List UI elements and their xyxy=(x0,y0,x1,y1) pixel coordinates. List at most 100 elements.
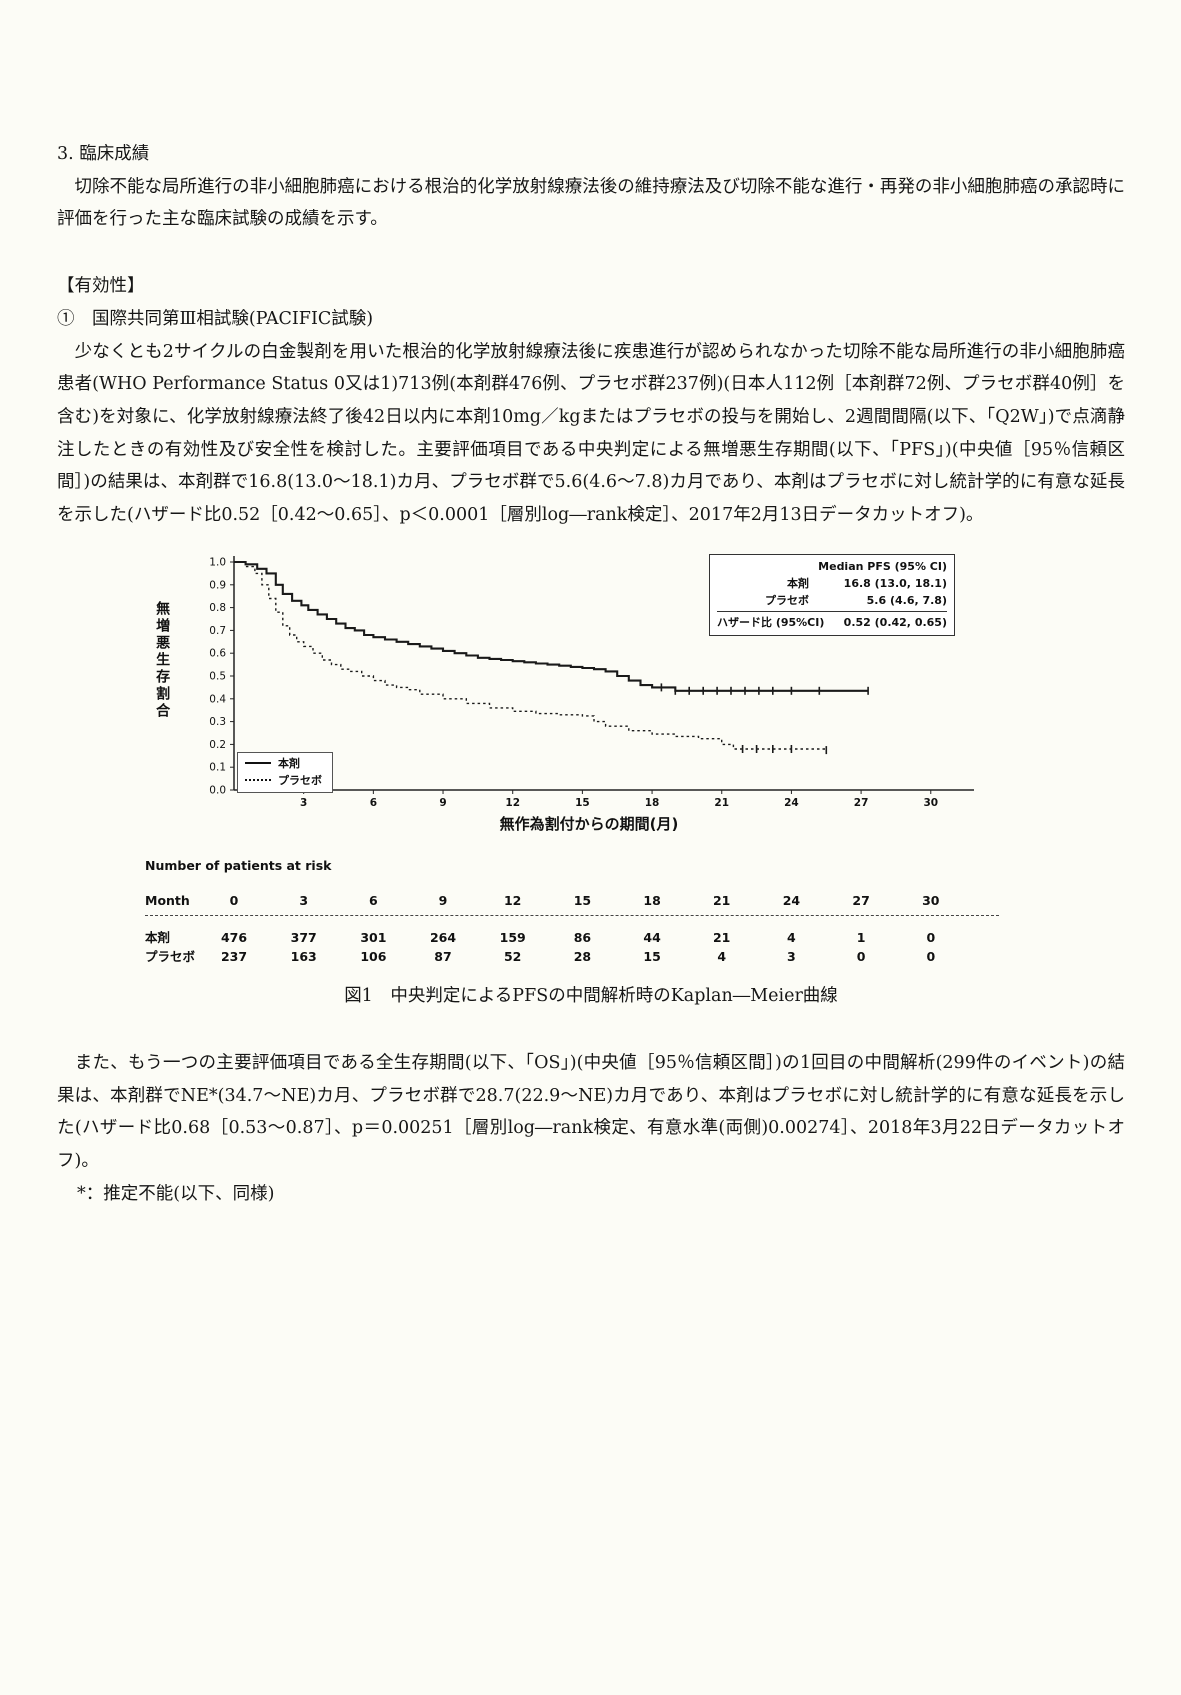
svg-text:12: 12 xyxy=(505,797,520,808)
legend: 本剤 プラセボ xyxy=(237,751,333,793)
y-axis-label-text: 無増悪生存割合 xyxy=(154,601,171,721)
svg-text:15: 15 xyxy=(575,797,590,808)
legend-item-placebo: プラセボ xyxy=(245,772,322,789)
risk-month-value: 24 xyxy=(782,893,801,909)
risk-count: 1 xyxy=(856,930,866,946)
figure-caption: 図1 中央判定によるPFSの中間解析時のKaplan―Meier曲線 xyxy=(344,986,838,1007)
risk-count: 21 xyxy=(712,930,731,946)
y-axis-label: 無増悪生存割合 xyxy=(145,550,179,808)
risk-month-value: 27 xyxy=(852,893,870,909)
svg-text:21: 21 xyxy=(714,797,729,808)
svg-text:0.9: 0.9 xyxy=(209,579,226,591)
risk-separator xyxy=(145,915,999,917)
median-pfs-stats-box: Median PFS (95% CI) 本剤 16.8 (13.0, 18.1)… xyxy=(709,553,955,637)
section-heading: 3. 臨床成績 xyxy=(57,144,150,164)
chart-row: 無増悪生存割合 0.0 0.1 0.2 0.3 0.4 0.5 0.6 0.7 0.8 0.9 1.… xyxy=(145,550,999,808)
plot-container: 0.0 0.1 0.2 0.3 0.4 0.5 0.6 0.7 0.8 0.9 1.0 3 6 9 12 15… xyxy=(179,550,999,808)
vertical-gap xyxy=(57,236,1125,270)
risk-count: 4 xyxy=(717,949,727,965)
risk-count: 106 xyxy=(360,949,387,965)
solid-line-sample-icon xyxy=(245,762,271,765)
risk-month-value: 0 xyxy=(229,893,239,909)
stats-header: Median PFS (95% CI) xyxy=(818,559,947,573)
risk-count: 237 xyxy=(220,949,248,965)
svg-text:0.7: 0.7 xyxy=(209,625,226,637)
x-axis-title: 無作為割付からの期間(月) xyxy=(499,814,679,833)
svg-text:18: 18 xyxy=(645,797,660,808)
svg-text:27: 27 xyxy=(854,797,869,808)
svg-text:0.2: 0.2 xyxy=(209,739,226,751)
trial-heading: ① 国際共同第Ⅲ相試験(PACIFIC試験) xyxy=(57,308,374,329)
svg-text:1.0: 1.0 xyxy=(209,556,226,568)
risk-count: 264 xyxy=(429,930,457,946)
risk-month-value: 21 xyxy=(712,893,731,909)
risk-month-value: 15 xyxy=(573,893,592,909)
risk-row: プラセボ 237 163 106 87 52 28 15 4 3 0 0 xyxy=(145,945,999,964)
risk-month-value: 12 xyxy=(503,893,522,909)
risk-row: 本剤 476 377 301 264 159 86 44 21 4 1 0 xyxy=(145,926,999,945)
svg-text:0.5: 0.5 xyxy=(209,670,226,682)
risk-row-label: 本剤 xyxy=(145,930,171,946)
svg-text:3: 3 xyxy=(300,797,307,808)
risk-count: 377 xyxy=(290,930,317,946)
svg-text:30: 30 xyxy=(923,797,938,808)
stats-value: 16.8 (13.0, 18.1) xyxy=(843,576,947,590)
legend-item-drug: 本剤 xyxy=(245,755,322,772)
svg-text:0.3: 0.3 xyxy=(209,716,226,728)
legend-label: 本剤 xyxy=(278,756,300,770)
risk-month-value: 6 xyxy=(369,893,378,909)
os-paragraph: また、もう一つの主要評価項目である全生存期間(以下、「OS」)(中央値［95％信… xyxy=(57,1053,1125,1172)
km-figure: 無増悪生存割合 0.0 0.1 0.2 0.3 0.4 0.5 0.6 0.7 0.8 0.9 1.… xyxy=(145,550,999,964)
risk-table-title: Number of patients at risk xyxy=(145,857,332,873)
legend-label: プラセボ xyxy=(278,773,322,787)
risk-count: 301 xyxy=(360,930,387,946)
risk-month-value: 30 xyxy=(922,893,940,909)
risk-count: 476 xyxy=(220,930,248,946)
stats-label: ハザード比 (95%CI) xyxy=(717,616,825,630)
efficacy-heading: 【有効性】 xyxy=(57,276,145,297)
stats-row-placebo: プラセボ 5.6 (4.6, 7.8) xyxy=(717,592,947,609)
svg-text:0.0: 0.0 xyxy=(209,784,226,796)
intro-paragraph: 切除不能な局所進行の非小細胞肺癌における根治的化学放射線療法後の維持療法及び切除… xyxy=(57,176,1125,230)
trial-body-paragraph: 少なくとも2サイクルの白金製剤を用いた根治的化学放射線療法後に疾患進行が認められ… xyxy=(57,341,1125,526)
document-content: 3. 臨床成績 切除不能な局所進行の非小細胞肺癌における根治的化学放射線療法後の… xyxy=(57,138,1125,1211)
stats-value: 0.52 (0.42, 0.65) xyxy=(843,616,947,630)
stats-row-drug: 本剤 16.8 (13.0, 18.1) xyxy=(717,575,947,592)
risk-month-value: 18 xyxy=(643,893,661,909)
footnote: *：推定不能(以下、同様) xyxy=(77,1183,275,1204)
risk-count: 163 xyxy=(290,949,317,965)
risk-month-value: 3 xyxy=(299,893,309,909)
risk-count: 28 xyxy=(573,949,592,965)
risk-count: 159 xyxy=(499,930,526,946)
stats-label: プラセボ xyxy=(765,594,809,607)
risk-count: 52 xyxy=(503,949,522,965)
risk-count: 4 xyxy=(787,930,796,946)
svg-text:6: 6 xyxy=(370,797,377,808)
risk-month-label: Month xyxy=(145,893,190,909)
svg-text:24: 24 xyxy=(784,797,799,808)
km-plot: 0.0 0.1 0.2 0.3 0.4 0.5 0.6 0.7 0.8 0.9 1.0 3 6 9 12 15… xyxy=(209,555,974,808)
risk-row-label: プラセボ xyxy=(145,949,196,965)
risk-count: 0 xyxy=(926,930,936,946)
risk-count: 3 xyxy=(787,949,796,965)
vertical-gap xyxy=(57,1013,1125,1047)
svg-text:0.8: 0.8 xyxy=(209,602,226,614)
svg-text:0.6: 0.6 xyxy=(209,648,226,660)
risk-month-value: 9 xyxy=(438,893,448,909)
stats-label: 本剤 xyxy=(787,576,809,590)
risk-count: 44 xyxy=(643,930,661,946)
risk-count: 0 xyxy=(856,949,866,965)
risk-count: 86 xyxy=(573,930,592,946)
dotted-line-sample-icon xyxy=(245,779,271,782)
risk-count: 87 xyxy=(434,949,452,965)
risk-count: 0 xyxy=(926,949,936,965)
stats-value: 5.6 (4.6, 7.8) xyxy=(866,594,947,607)
svg-text:0.1: 0.1 xyxy=(209,762,226,774)
svg-text:9: 9 xyxy=(439,797,446,808)
risk-count: 15 xyxy=(643,949,661,965)
risk-table: Month 0 3 6 9 12 15 18 21 24 27 30 本剤 476 377 301 264 159… xyxy=(145,889,999,964)
svg-text:0.4: 0.4 xyxy=(209,693,226,705)
stats-row-hazard-ratio: ハザード比 (95%CI) 0.52 (0.42, 0.65) xyxy=(717,611,947,631)
risk-month-row: Month 0 3 6 9 12 15 18 21 24 27 30 xyxy=(145,889,999,911)
